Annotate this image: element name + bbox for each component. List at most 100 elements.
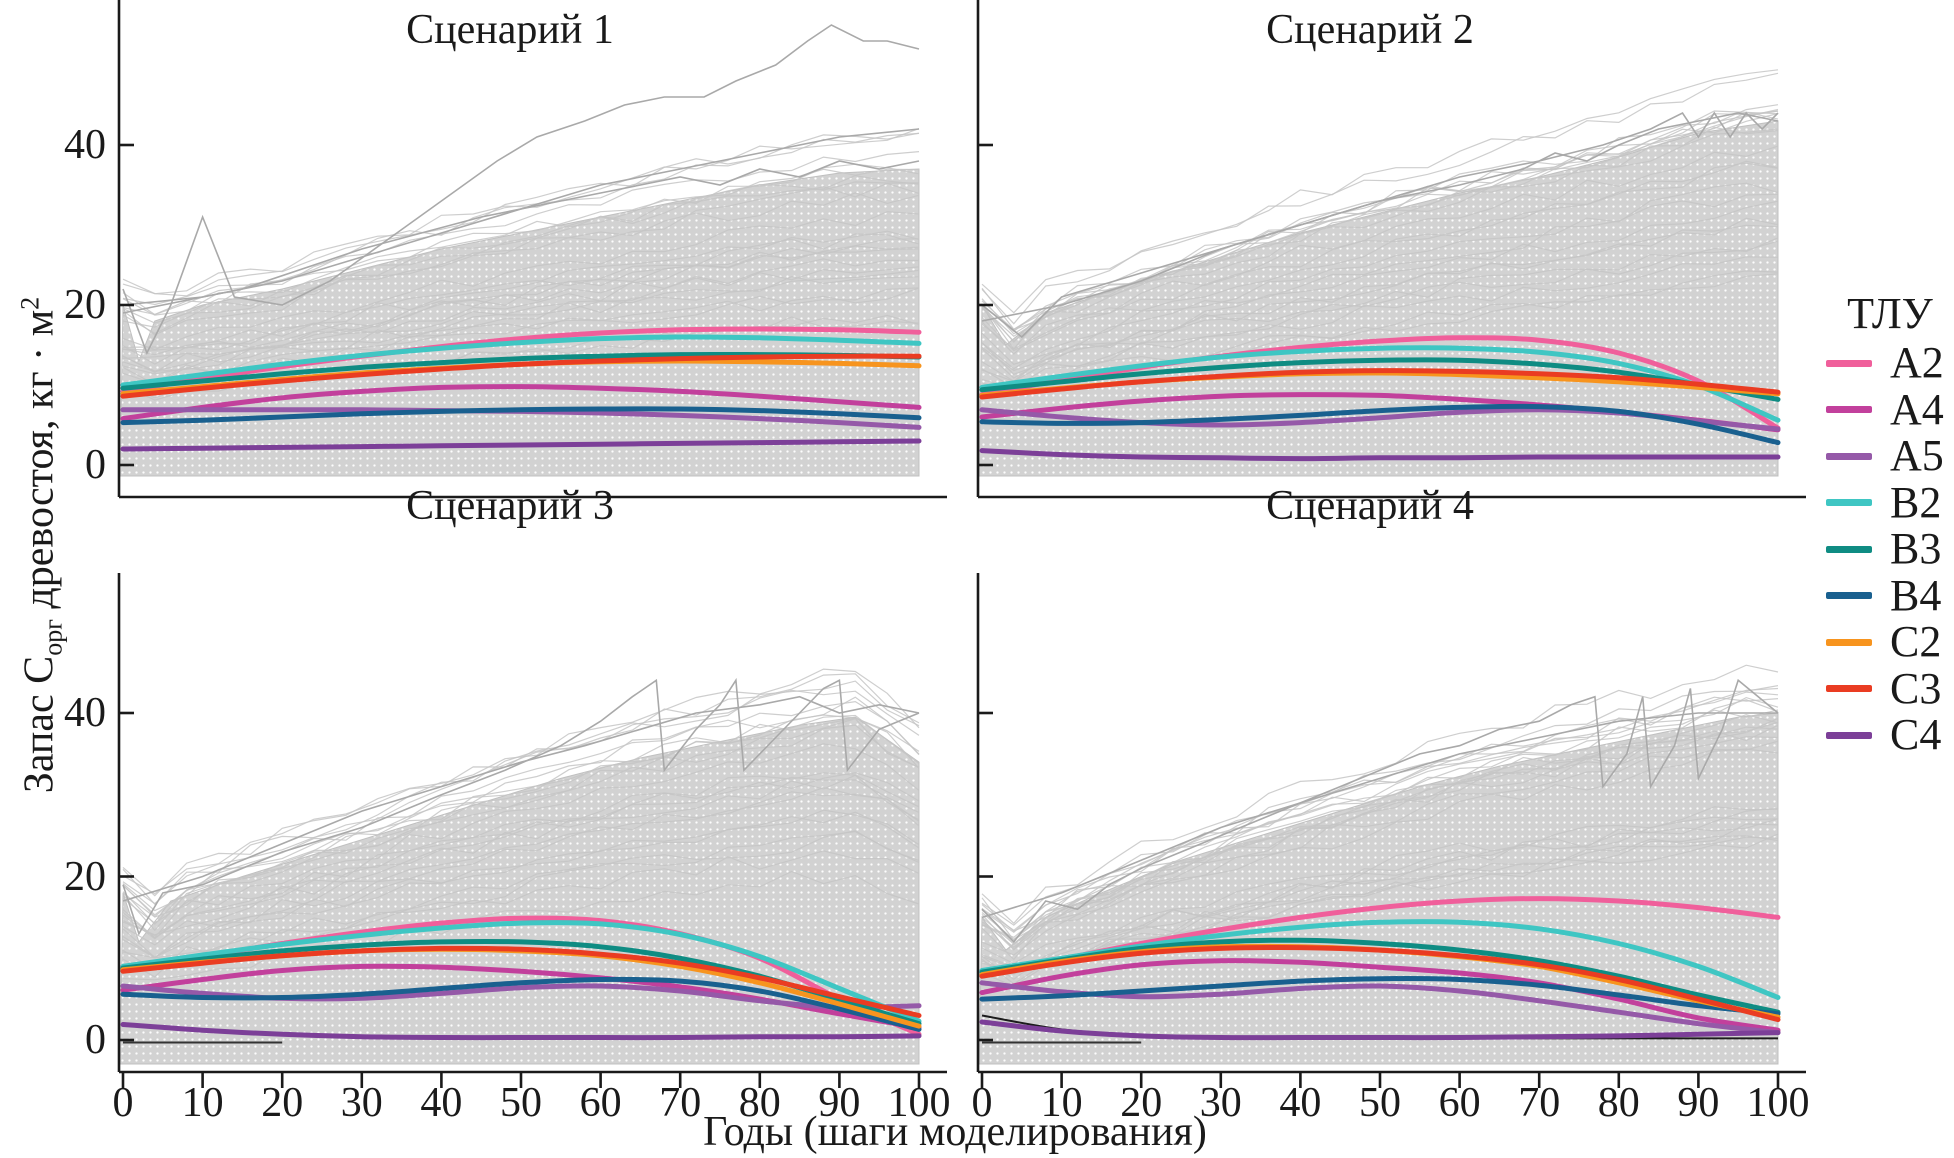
legend-swatch-В2 xyxy=(1826,499,1872,507)
ensemble-strand xyxy=(122,258,920,374)
ensemble-strand xyxy=(981,836,1779,975)
legend-item-В4: В4 xyxy=(1826,573,1954,620)
legend-item-С3: С3 xyxy=(1826,666,1954,713)
ensemble-strand xyxy=(122,230,920,349)
series-line-С3 xyxy=(979,945,1781,1023)
series-line-В3 xyxy=(979,937,1781,1015)
x-tick-label: 30 xyxy=(1199,1080,1242,1126)
ensemble-strand xyxy=(122,718,920,925)
panel-axes-3 xyxy=(117,573,947,1088)
ensemble-strand xyxy=(122,182,920,336)
ensemble-strand xyxy=(981,128,1779,350)
series-line-В2 xyxy=(120,920,922,1024)
series-line-А5 xyxy=(979,980,1781,1036)
series-line-В4 xyxy=(120,406,922,426)
legend-item-А2: А2 xyxy=(1826,340,1954,387)
ensemble-strand xyxy=(981,717,1779,938)
series-line-С4 xyxy=(979,448,1781,462)
ensemble-strand xyxy=(981,193,1779,365)
x-tick-label: 100 xyxy=(887,1080,951,1126)
series-line-В4 xyxy=(979,403,1781,446)
ensemble-strand xyxy=(981,664,1779,925)
ensemble-strand xyxy=(122,830,920,978)
ensemble-outlier xyxy=(981,712,1778,919)
x-tick-label: 20 xyxy=(261,1080,304,1126)
legend-label-А5: А5 xyxy=(1890,431,1944,481)
ensemble-strand xyxy=(122,163,920,316)
ensemble-outlier xyxy=(122,695,920,902)
y-tick-label: 0 xyxy=(85,442,106,488)
legend-swatch-В4 xyxy=(1826,592,1872,600)
x-tick-label: 70 xyxy=(1518,1080,1561,1126)
ensemble-strand xyxy=(981,736,1779,951)
x-tick-label: 50 xyxy=(1359,1080,1401,1126)
panel-plot-area-4 xyxy=(978,664,1781,1065)
ensemble-strand xyxy=(981,160,1779,352)
x-tick-label: 0 xyxy=(112,1080,134,1126)
legend-item-С4: С4 xyxy=(1826,712,1954,759)
ensemble-strand xyxy=(122,724,920,918)
ensemble-strand xyxy=(122,174,920,324)
series-line-В4 xyxy=(120,976,922,1032)
x-tick-label: 0 xyxy=(971,1080,993,1126)
ensemble-strand xyxy=(981,256,1779,382)
panel-axes-4 xyxy=(976,573,1806,1088)
ensemble-strand xyxy=(122,248,920,356)
y-tick-label: 40 xyxy=(64,122,106,168)
panel-plot-area-2 xyxy=(978,69,1781,477)
x-tick-label: 40 xyxy=(1279,1080,1322,1126)
ensemble-strand xyxy=(122,245,920,365)
legend-item-А5: А5 xyxy=(1826,433,1954,480)
x-tick-label: 70 xyxy=(659,1080,702,1126)
ensemble-strand xyxy=(981,726,1779,940)
ensemble-outlier xyxy=(981,111,1779,339)
legend-label-С2: С2 xyxy=(1890,617,1942,667)
ensemble-strand xyxy=(981,835,1779,987)
ensemble-strand xyxy=(981,72,1779,325)
legend: ТЛУ А2 А4 А5 В2 В3 В4 С2 С3 С4 xyxy=(1826,288,1954,759)
legend-label-В4: В4 xyxy=(1890,570,1942,620)
ensemble-strand xyxy=(981,740,1779,948)
ensemble-outlier xyxy=(122,160,920,314)
x-tick-label: 50 xyxy=(500,1080,542,1126)
legend-swatch-А4 xyxy=(1826,406,1872,414)
series-line-А4 xyxy=(979,958,1781,1033)
legend-item-В2: В2 xyxy=(1826,480,1954,527)
ensemble-strand xyxy=(981,807,1779,969)
ensemble-strand xyxy=(122,772,920,937)
legend-item-А4: А4 xyxy=(1826,387,1954,434)
legend-swatch-С4 xyxy=(1826,731,1872,739)
ensemble-strand xyxy=(122,791,920,959)
legend-label-В3: В3 xyxy=(1890,524,1942,574)
ensemble-strand xyxy=(122,700,920,912)
x-tick-label: 90 xyxy=(818,1080,861,1126)
x-tick-label: 80 xyxy=(1597,1080,1640,1126)
x-tick-label: 40 xyxy=(420,1080,463,1126)
y-tick-label: 20 xyxy=(64,853,106,900)
ensemble-strand xyxy=(981,108,1779,343)
series-line-С4 xyxy=(979,1019,1781,1041)
ensemble-strand xyxy=(122,850,920,971)
ensemble-strand xyxy=(122,811,920,958)
series-line-В2 xyxy=(979,345,1781,423)
ensemble-outlier xyxy=(122,677,920,936)
ensemble-strand xyxy=(122,831,920,959)
x-tick-label: 10 xyxy=(1040,1080,1083,1126)
legend-swatch-С2 xyxy=(1826,638,1872,646)
ensemble-outlier xyxy=(981,112,1779,322)
ensemble-strand xyxy=(981,240,1779,389)
y-tick-label: 40 xyxy=(64,690,106,736)
ensemble-strand xyxy=(122,233,920,351)
ensemble-strand xyxy=(981,69,1779,314)
legend-swatch-В3 xyxy=(1826,545,1872,553)
panel-axes-2 xyxy=(976,0,1806,499)
legend-item-С2: С2 xyxy=(1826,619,1954,666)
x-tick-label: 60 xyxy=(1438,1080,1481,1126)
ensemble-strand xyxy=(122,275,920,372)
ensemble-strand xyxy=(122,192,920,328)
legend-label-С4: С4 xyxy=(1890,710,1942,760)
x-tick-label: 100 xyxy=(1746,1080,1810,1126)
ensemble-strand xyxy=(122,668,920,897)
